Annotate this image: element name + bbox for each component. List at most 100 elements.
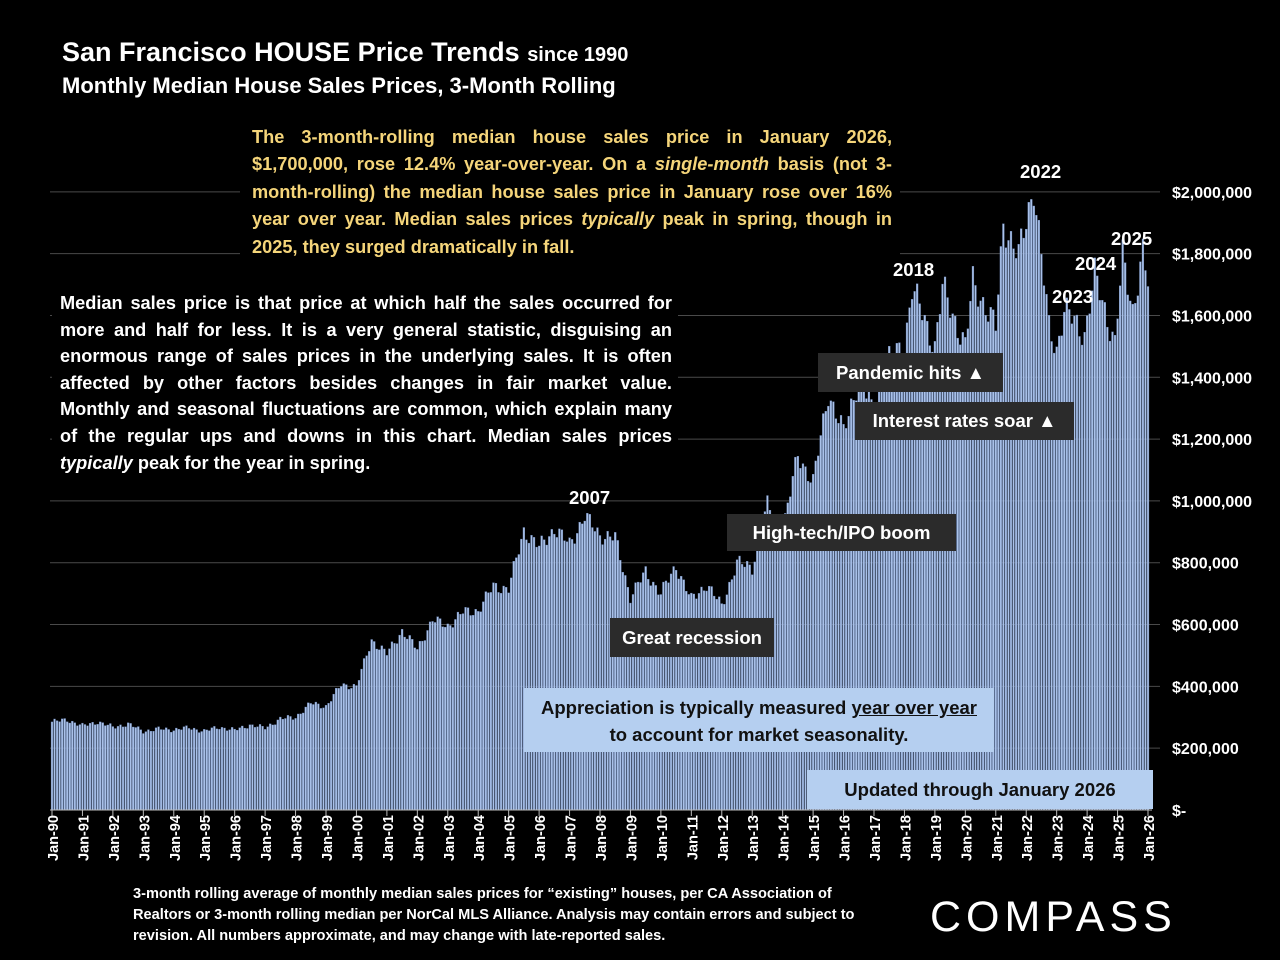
price-bar xyxy=(1116,318,1119,811)
summary-text-1: The 3-month-rolling median house sales p… xyxy=(252,127,892,175)
price-bar xyxy=(170,732,173,811)
price-bar xyxy=(763,511,766,811)
callout-recession: Great recession xyxy=(610,618,774,657)
appreciation-text-1: Appreciation is typically measured xyxy=(541,697,852,718)
price-bar xyxy=(162,729,165,811)
price-bar xyxy=(436,616,439,811)
price-bar xyxy=(119,724,122,811)
price-bar xyxy=(147,729,150,811)
price-bar xyxy=(603,538,607,811)
x-tick-label: Jan-03 xyxy=(442,815,458,861)
definition-text-2: peak for the year in spring. xyxy=(132,452,371,473)
price-bar xyxy=(606,531,609,811)
price-bar xyxy=(96,724,99,811)
price-bar xyxy=(109,723,112,811)
price-bar xyxy=(127,722,130,811)
price-bar xyxy=(517,554,520,811)
price-bar xyxy=(1068,309,1071,811)
x-tick-label: Jan-23 xyxy=(1051,815,1067,861)
price-bar xyxy=(746,561,749,811)
price-bar xyxy=(91,722,94,811)
definition-note: Median sales price is that price at whic… xyxy=(52,286,678,481)
price-bar xyxy=(568,537,571,811)
price-bar xyxy=(266,726,269,811)
year-label-2025: 2025 xyxy=(1111,228,1153,249)
price-bar xyxy=(581,523,584,811)
x-tick-label: Jan-12 xyxy=(716,815,732,861)
price-bar xyxy=(1014,258,1018,811)
price-bar xyxy=(464,607,467,811)
price-bar xyxy=(157,726,160,811)
price-bar xyxy=(449,625,452,811)
price-bar xyxy=(1088,313,1091,811)
price-bar xyxy=(307,702,310,811)
price-bar xyxy=(502,585,505,811)
price-bar xyxy=(461,613,465,811)
price-bar xyxy=(228,729,231,811)
price-bar xyxy=(1108,340,1112,811)
price-bar xyxy=(1129,300,1132,811)
price-bar xyxy=(532,537,536,811)
price-bar xyxy=(365,655,368,811)
x-tick-label: Jan-97 xyxy=(259,815,275,861)
price-bar xyxy=(360,668,363,811)
price-bar xyxy=(132,726,135,811)
price-bar xyxy=(76,725,79,811)
price-bar xyxy=(1047,315,1051,811)
price-bar xyxy=(1141,238,1145,811)
price-bar xyxy=(114,728,117,811)
price-bar xyxy=(784,513,787,811)
price-bar xyxy=(735,559,739,811)
price-bar xyxy=(609,536,612,811)
price-bar xyxy=(286,715,290,811)
price-bar xyxy=(601,544,604,811)
x-tick-label: Jan-90 xyxy=(46,815,62,861)
price-bar xyxy=(88,723,92,811)
price-bar xyxy=(129,723,132,811)
x-tick-label: Jan-20 xyxy=(959,815,975,861)
price-bar xyxy=(411,639,414,811)
price-bar xyxy=(403,636,406,811)
price-bar xyxy=(492,582,495,811)
x-tick-label: Jan-22 xyxy=(1020,815,1036,861)
price-bar xyxy=(238,727,241,811)
y-tick-label: $1,800,000 xyxy=(1172,247,1252,264)
price-bar xyxy=(289,716,292,811)
price-bar xyxy=(373,641,376,811)
price-bar xyxy=(195,729,198,811)
year-label-2018: 2018 xyxy=(893,259,935,280)
price-bar xyxy=(165,727,168,811)
price-bar xyxy=(1131,303,1134,811)
price-bar xyxy=(335,687,338,811)
title-since: since 1990 xyxy=(527,44,629,66)
price-bar xyxy=(1075,314,1079,811)
price-bar xyxy=(205,729,208,811)
price-bar xyxy=(614,532,617,811)
price-bar xyxy=(208,730,211,811)
price-bar xyxy=(1136,295,1139,811)
price-bar xyxy=(573,543,576,811)
price-bar xyxy=(368,651,371,811)
price-bar xyxy=(1106,326,1109,811)
price-bar xyxy=(1007,240,1010,811)
price-bar xyxy=(167,729,170,811)
price-bar xyxy=(619,560,622,811)
x-tick-label: Jan-93 xyxy=(137,815,153,861)
y-tick-label: $600,000 xyxy=(1172,618,1239,635)
price-bar xyxy=(796,456,799,811)
price-bar xyxy=(175,727,178,811)
price-bar xyxy=(71,720,74,811)
price-bar xyxy=(553,533,556,811)
price-bar xyxy=(1080,344,1084,811)
price-bar xyxy=(576,533,579,811)
price-bar xyxy=(58,721,61,811)
price-bar xyxy=(479,611,482,811)
price-bar xyxy=(180,729,183,811)
price-bar xyxy=(1020,228,1023,811)
price-bar xyxy=(378,649,381,811)
price-bar xyxy=(142,733,145,811)
x-tick-label: Jan-91 xyxy=(76,815,92,861)
price-bar xyxy=(342,683,345,811)
x-tick-label: Jan-16 xyxy=(838,815,854,861)
price-bar xyxy=(406,638,409,811)
